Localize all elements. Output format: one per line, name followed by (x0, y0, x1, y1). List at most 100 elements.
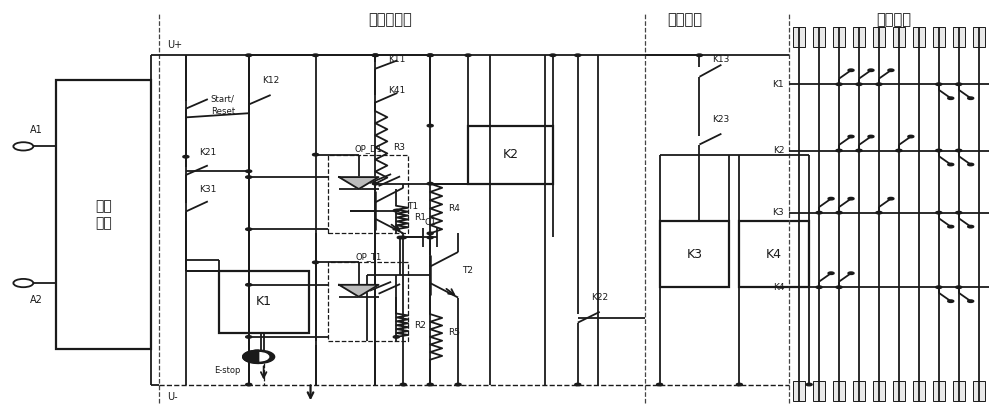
Circle shape (896, 149, 902, 152)
Text: K21: K21 (199, 148, 216, 157)
Circle shape (372, 182, 378, 185)
Circle shape (936, 149, 942, 152)
Circle shape (397, 236, 403, 239)
Polygon shape (339, 177, 379, 189)
Bar (328, 155, 408, 234)
Circle shape (968, 300, 974, 302)
Circle shape (427, 383, 433, 386)
Circle shape (427, 182, 433, 185)
Bar (813, 27, 825, 47)
Bar (933, 27, 945, 47)
Circle shape (400, 383, 406, 386)
Text: K4: K4 (766, 248, 782, 261)
Circle shape (372, 54, 378, 56)
Bar (56, 80, 151, 349)
Text: K23: K23 (712, 115, 730, 124)
Circle shape (956, 211, 962, 214)
Bar (953, 381, 965, 401)
Circle shape (575, 54, 581, 56)
Circle shape (246, 54, 252, 56)
Bar (328, 262, 408, 341)
Text: T2: T2 (462, 266, 473, 275)
Circle shape (816, 286, 822, 289)
Circle shape (888, 69, 894, 71)
Circle shape (848, 197, 854, 200)
Bar (893, 27, 905, 47)
Text: K4: K4 (773, 283, 784, 292)
Text: Reset: Reset (211, 107, 235, 116)
Bar (660, 221, 729, 287)
Circle shape (246, 176, 252, 178)
Text: U+: U+ (167, 40, 182, 50)
Circle shape (243, 350, 275, 364)
Text: K22: K22 (591, 293, 608, 302)
Bar (893, 381, 905, 401)
Wedge shape (243, 350, 259, 364)
Circle shape (848, 135, 854, 138)
Bar (913, 27, 925, 47)
Circle shape (313, 54, 319, 56)
Circle shape (246, 336, 252, 338)
Circle shape (948, 225, 954, 228)
Text: R4: R4 (448, 204, 460, 213)
Circle shape (427, 54, 433, 56)
Circle shape (183, 156, 189, 158)
Text: K13: K13 (712, 55, 730, 64)
Circle shape (936, 211, 942, 214)
Bar (219, 271, 309, 333)
Bar (973, 27, 985, 47)
Circle shape (465, 54, 471, 56)
Circle shape (455, 383, 461, 386)
Circle shape (848, 272, 854, 274)
Circle shape (427, 236, 433, 239)
Circle shape (856, 83, 862, 85)
Bar (833, 27, 845, 47)
Text: K2: K2 (773, 146, 784, 155)
Bar (793, 381, 805, 401)
Circle shape (836, 211, 842, 214)
Bar (873, 381, 885, 401)
Circle shape (249, 353, 269, 361)
Text: K1: K1 (773, 80, 784, 89)
Circle shape (836, 286, 842, 289)
Text: R1: R1 (414, 213, 426, 222)
Text: K11: K11 (388, 55, 406, 64)
Circle shape (246, 284, 252, 286)
Text: 主控制模块: 主控制模块 (368, 13, 412, 28)
Circle shape (936, 83, 942, 85)
Circle shape (427, 124, 433, 127)
Circle shape (372, 54, 378, 56)
Bar (973, 381, 985, 401)
Text: R2: R2 (414, 321, 426, 330)
Circle shape (888, 197, 894, 200)
Text: R5: R5 (448, 328, 460, 337)
Bar (953, 27, 965, 47)
Circle shape (246, 228, 252, 231)
Text: A1: A1 (30, 125, 43, 135)
Circle shape (868, 135, 874, 138)
Text: K12: K12 (262, 75, 279, 85)
Circle shape (968, 163, 974, 166)
Circle shape (956, 286, 962, 289)
Circle shape (956, 83, 962, 85)
Circle shape (908, 135, 914, 138)
Text: Start/: Start/ (211, 94, 235, 103)
Text: K41: K41 (388, 86, 406, 95)
Circle shape (936, 286, 942, 289)
Circle shape (948, 97, 954, 100)
Text: K2: K2 (502, 148, 518, 161)
Bar (853, 381, 865, 401)
Text: U-: U- (167, 392, 178, 402)
Circle shape (816, 211, 822, 214)
Circle shape (948, 300, 954, 302)
Circle shape (876, 211, 882, 214)
Circle shape (868, 69, 874, 71)
Text: K3: K3 (686, 248, 702, 261)
Text: K3: K3 (773, 208, 784, 217)
Circle shape (313, 153, 319, 156)
Circle shape (806, 383, 812, 386)
Circle shape (393, 336, 399, 338)
Circle shape (968, 97, 974, 100)
Circle shape (836, 149, 842, 152)
Bar (468, 126, 553, 183)
